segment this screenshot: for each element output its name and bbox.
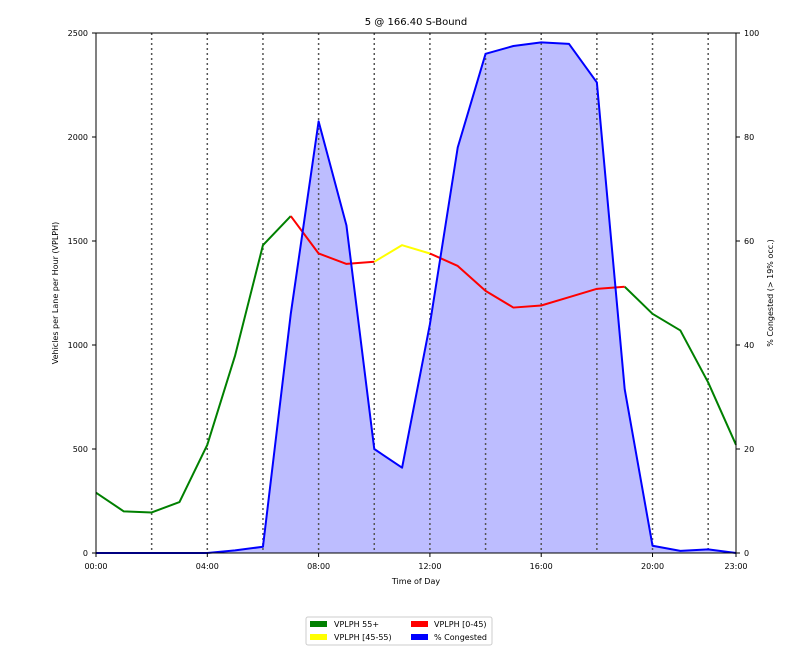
x-axis-label: Time of Day [391,577,440,586]
y-tick-label: 0 [83,549,88,558]
congested-area-fill [96,42,736,554]
legend-box [305,616,493,646]
y-axis-label: Vehicles per Lane per Hour (VPLPH) [51,222,60,365]
legend-label-vplph-45-55: VPLPH [45-55) [334,633,392,642]
y2-tick-label: 100 [744,29,759,38]
legend: VPLPH 55+ VPLPH [0-45) VPLPH [45-55) % C… [305,616,493,646]
y2-tick-label: 0 [744,549,749,558]
x-tick-label: 16:00 [530,562,553,571]
y2-axis-ticks: 0 20 40 60 80 100 [736,29,759,558]
legend-label-vplph-0-45: VPLPH [0-45) [434,620,487,629]
chart-title: 5 @ 166.40 S-Bound [365,17,468,28]
x-tick-label: 04:00 [196,562,219,571]
y2-axis-label: % Congested (> 19% occ.) [766,239,775,347]
y-tick-label: 1000 [68,341,88,350]
x-tick-label: 12:00 [418,562,441,571]
plot-frame [95,32,737,554]
legend-swatch-vplph-0-45 [411,621,428,627]
legend-label-vplph-55plus: VPLPH 55+ [334,620,379,629]
y2-tick-label: 20 [744,445,754,454]
x-tick-label: 00:00 [84,562,107,571]
legend-swatch-vplph-55plus [310,621,327,627]
series-line-vplph-55plus [623,286,737,446]
series-line-vplph-0-45 [289,215,375,265]
vertical-dotted-lines [150,33,709,553]
x-axis-ticks: 00:00 04:00 08:00 12:00 16:00 20:00 23:00 [84,553,748,571]
series-line-vplph-55plus [95,215,292,514]
legend-swatch-pct-congested [411,634,428,640]
y2-tick-label: 40 [744,341,754,350]
y2-tick-label: 80 [744,133,754,142]
y-tick-label: 1500 [68,237,88,246]
y2-tick-label: 60 [744,237,754,246]
x-tick-label: 20:00 [641,562,664,571]
legend-swatch-vplph-45-55 [310,634,327,640]
legend-label-pct-congested: % Congested [434,633,487,642]
x-tick-label: 23:00 [724,562,747,571]
y-tick-label: 2500 [68,29,88,38]
y-tick-label: 2000 [68,133,88,142]
x-tick-label: 08:00 [307,562,330,571]
congested-area-layer [96,42,736,554]
series-line-vplph-0-45 [429,252,625,309]
y-tick-label: 500 [73,445,88,454]
series-line-vplph-45-55 [373,244,431,263]
y-axis-ticks: 0 500 1000 1500 2000 2500 [68,29,96,558]
